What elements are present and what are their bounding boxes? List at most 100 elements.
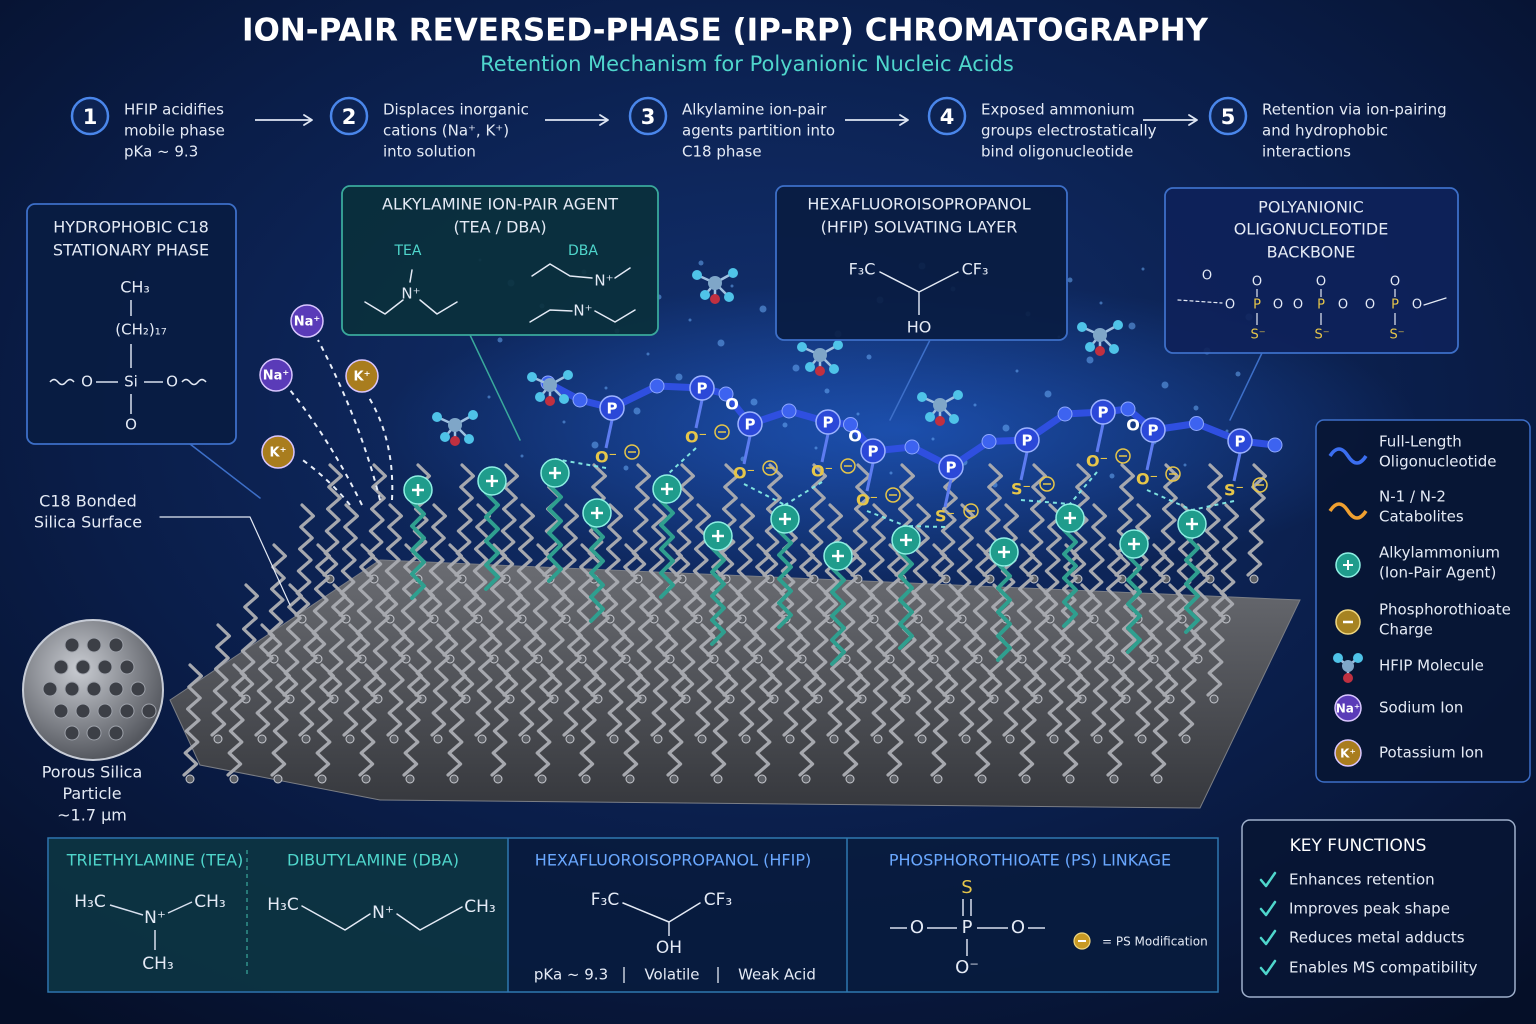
label: O bbox=[81, 373, 93, 391]
sparkle bbox=[562, 420, 566, 424]
callout-title: BACKBONE bbox=[1267, 243, 1356, 262]
pore bbox=[86, 681, 102, 697]
label: F₃C bbox=[591, 890, 619, 910]
alkyl-chain bbox=[547, 483, 563, 583]
silanol bbox=[433, 734, 443, 744]
ion-label: K⁺ bbox=[354, 370, 371, 385]
label: Weak Acid bbox=[738, 966, 816, 984]
phosphorus-label: P bbox=[1022, 432, 1033, 450]
hfip-atom bbox=[700, 290, 710, 300]
formula-atom: S⁻ bbox=[1389, 328, 1404, 343]
phosphorus-atom bbox=[1140, 417, 1166, 443]
step-text: Exposed ammonium bbox=[981, 101, 1135, 119]
legend-icon-label: K⁺ bbox=[1340, 747, 1356, 761]
backbone-bead bbox=[1057, 406, 1073, 422]
bond bbox=[1019, 451, 1029, 481]
silanol bbox=[493, 774, 503, 784]
pore bbox=[42, 681, 58, 697]
bridge-oxygen: O bbox=[848, 427, 862, 446]
phosphorus-atom bbox=[1090, 399, 1116, 425]
step-text: groups electrostatically bbox=[981, 122, 1157, 140]
c18-chain bbox=[1206, 583, 1228, 697]
legend-label: Catabolites bbox=[1379, 508, 1464, 526]
c18-chain bbox=[694, 623, 716, 737]
hfip-atom bbox=[1113, 320, 1123, 330]
key-function: Enables MS compatibility bbox=[1289, 959, 1478, 977]
hfip-atom bbox=[440, 432, 450, 442]
silanol bbox=[653, 734, 663, 744]
callout-box bbox=[341, 185, 659, 336]
pore bbox=[86, 725, 102, 741]
c18-chain bbox=[578, 663, 600, 777]
backbone-bead bbox=[781, 403, 797, 419]
alkyl-chain bbox=[659, 499, 675, 599]
alkyl-chain bbox=[589, 523, 605, 623]
c18-chain bbox=[474, 623, 495, 737]
formula-atom: O bbox=[1365, 298, 1375, 313]
legend-label: Alkylammonium bbox=[1379, 544, 1500, 562]
charge-mark bbox=[885, 487, 901, 503]
charge-mark bbox=[840, 458, 856, 474]
charge-mark bbox=[624, 444, 640, 460]
label: O bbox=[910, 917, 924, 938]
sparkle bbox=[973, 403, 977, 407]
arrow-head bbox=[899, 114, 909, 126]
hfip-atom bbox=[1095, 346, 1105, 356]
anion-label: O⁻ bbox=[856, 491, 878, 510]
hfip-atom bbox=[535, 392, 545, 402]
label: O⁻ bbox=[955, 957, 979, 978]
c18-chain bbox=[798, 663, 820, 777]
legend-label: HFIP Molecule bbox=[1379, 657, 1484, 675]
silanol bbox=[1005, 734, 1015, 744]
key-functions-box bbox=[1241, 819, 1516, 998]
wavy-bond bbox=[181, 378, 207, 386]
panel-title: PHOSPHOROTHIOATE (PS) LINKAGE bbox=[889, 851, 1171, 870]
ion bbox=[259, 358, 293, 392]
step-text: C18 phase bbox=[682, 143, 762, 161]
label: CF₃ bbox=[704, 890, 732, 910]
c18-chain bbox=[402, 663, 423, 777]
c18-chain bbox=[342, 623, 363, 737]
label: O bbox=[166, 373, 178, 391]
ion bbox=[290, 304, 324, 338]
anion-label: S⁻ bbox=[1224, 481, 1244, 500]
check-mark bbox=[1259, 900, 1277, 917]
ion bbox=[345, 359, 379, 393]
charge-mark bbox=[963, 503, 979, 519]
sparkle bbox=[1109, 473, 1115, 479]
sparkle bbox=[792, 364, 800, 372]
callout-pointer bbox=[889, 339, 931, 421]
callout-pointer bbox=[1229, 352, 1263, 421]
phosphorus-label: P bbox=[946, 459, 957, 477]
legend-box bbox=[1315, 419, 1531, 783]
sparkle bbox=[1141, 267, 1145, 271]
check-mark bbox=[1259, 929, 1277, 946]
step-text: Alkylamine ion-pair bbox=[682, 101, 827, 119]
legend-label: Phosphorothioate bbox=[1379, 601, 1511, 619]
key-function: Improves peak shape bbox=[1289, 900, 1450, 918]
pore bbox=[75, 703, 91, 719]
label: N⁺ bbox=[372, 903, 394, 923]
oligo-backbone bbox=[544, 379, 1279, 471]
callout-title: POLYANIONIC bbox=[1258, 198, 1364, 217]
silanol bbox=[801, 774, 811, 784]
step-text: into solution bbox=[383, 143, 476, 161]
ion-release-arrow bbox=[367, 395, 394, 501]
silanol bbox=[917, 734, 927, 744]
pore bbox=[108, 637, 124, 653]
hfip-atom bbox=[450, 436, 460, 446]
path bbox=[529, 309, 573, 323]
legend-label: N-1 / N-2 bbox=[1379, 488, 1446, 506]
sparkle bbox=[1161, 381, 1169, 389]
legend-icon bbox=[1353, 653, 1363, 663]
step-circle bbox=[70, 96, 110, 136]
key-function: Reduces metal adducts bbox=[1289, 929, 1465, 947]
c18-chain bbox=[490, 663, 511, 777]
c18-chain bbox=[870, 623, 892, 737]
callout-title: OLIGONUCLEOTIDE bbox=[1234, 220, 1389, 239]
anion-label: O⁻ bbox=[1136, 470, 1158, 489]
sparkle bbox=[730, 284, 734, 288]
phosphorus-label: P bbox=[1098, 404, 1109, 422]
bond bbox=[604, 419, 614, 449]
sparkle bbox=[1067, 277, 1073, 283]
